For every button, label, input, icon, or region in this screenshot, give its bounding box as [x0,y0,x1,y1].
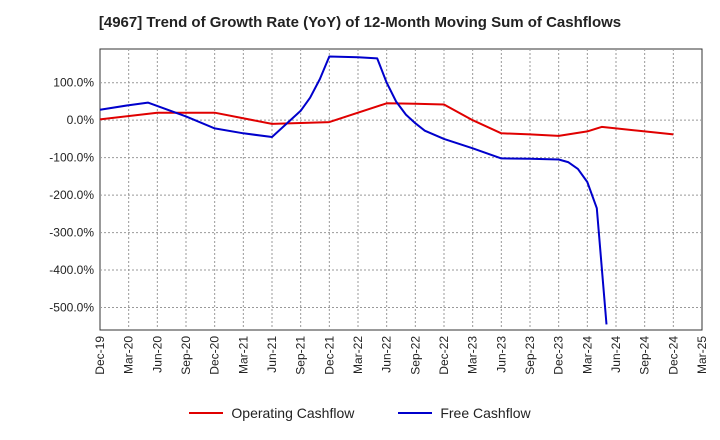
x-tick-label: Jun-24 [609,336,623,373]
x-tick-label: Dec-22 [437,336,451,375]
legend-item-free: Free Cashflow [398,405,531,421]
series-line-1 [99,55,608,325]
x-tick-label: Dec-23 [552,336,566,375]
x-tick-label: Sep-22 [408,336,422,375]
series-line-0 [99,102,674,137]
x-tick-label: Dec-19 [93,336,107,375]
x-tick-label: Jun-23 [494,336,508,373]
legend-swatch-operating [189,412,224,414]
y-tick-label: -200.0% [49,188,94,202]
legend-label-operating: Operating Cashflow [231,405,355,421]
x-tick-label: Mar-21 [236,336,250,374]
legend-item-operating: Operating Cashflow [189,405,354,421]
x-tick-label: Dec-20 [208,336,222,375]
x-tick-label: Mar-25 [695,336,709,374]
x-tick-label: Mar-20 [122,336,136,374]
x-tick-label: Sep-20 [179,336,193,375]
x-tick-label: Dec-21 [322,336,336,375]
plot-area [99,48,703,331]
x-tick-label: Mar-22 [351,336,365,374]
y-tick-label: 0.0% [67,113,95,127]
legend-swatch-free [398,412,433,414]
y-tick-label: -100.0% [49,151,94,165]
x-tick-label: Sep-23 [523,336,537,375]
chart-title: [4967] Trend of Growth Rate (YoY) of 12-… [98,14,622,31]
x-tick-label: Mar-24 [580,336,594,374]
y-tick-label: -300.0% [49,226,94,240]
x-tick-label: Sep-24 [638,336,652,375]
x-tick-label: Sep-21 [294,336,308,375]
x-tick-label: Jun-20 [150,336,164,373]
x-tick-label: Mar-23 [466,336,480,374]
x-tick-label: Jun-22 [380,336,394,373]
x-tick-label: Dec-24 [666,336,680,375]
legend: Operating Cashflow Free Cashflow [0,405,720,421]
legend-label-free: Free Cashflow [440,405,531,421]
y-tick-label: -500.0% [49,301,94,315]
x-tick-label: Jun-21 [265,336,279,373]
y-tick-label: -400.0% [49,263,94,277]
y-tick-label: 100.0% [53,76,94,90]
